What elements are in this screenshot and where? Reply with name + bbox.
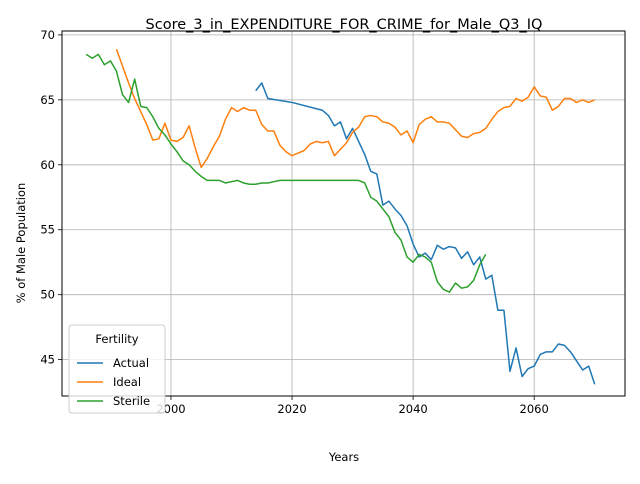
y-tick-label: 55 [40,223,55,237]
x-tick-label: 2060 [520,402,549,416]
y-tick-label: 50 [40,288,55,302]
legend: Fertility Actual Ideal Sterile [68,324,166,414]
series-line-actual [255,82,596,385]
x-axis-label: Years [328,450,359,464]
legend-label-sterile: Sterile [113,394,150,408]
plot-frame [61,30,626,397]
y-tick-label: 70 [40,28,55,42]
series-line-sterile [85,53,487,293]
chart-title: Score_3_in_EXPENDITURE_FOR_CRIME_for_Mal… [146,17,543,33]
legend-box [68,324,166,414]
legend-label-ideal: Ideal [113,375,141,389]
x-tick-label: 2040 [398,402,427,416]
y-tick-label: 65 [40,93,55,107]
y-tick-label: 45 [40,353,55,367]
series-lines [85,48,596,385]
legend-label-actual: Actual [113,356,149,370]
legend-title: Fertility [95,332,138,346]
y-tick-label: 60 [40,158,55,172]
y-axis-label: % of Male Population [14,183,28,304]
x-tick-label: 2020 [277,402,306,416]
series-line-ideal [115,48,596,169]
grid [62,31,625,396]
